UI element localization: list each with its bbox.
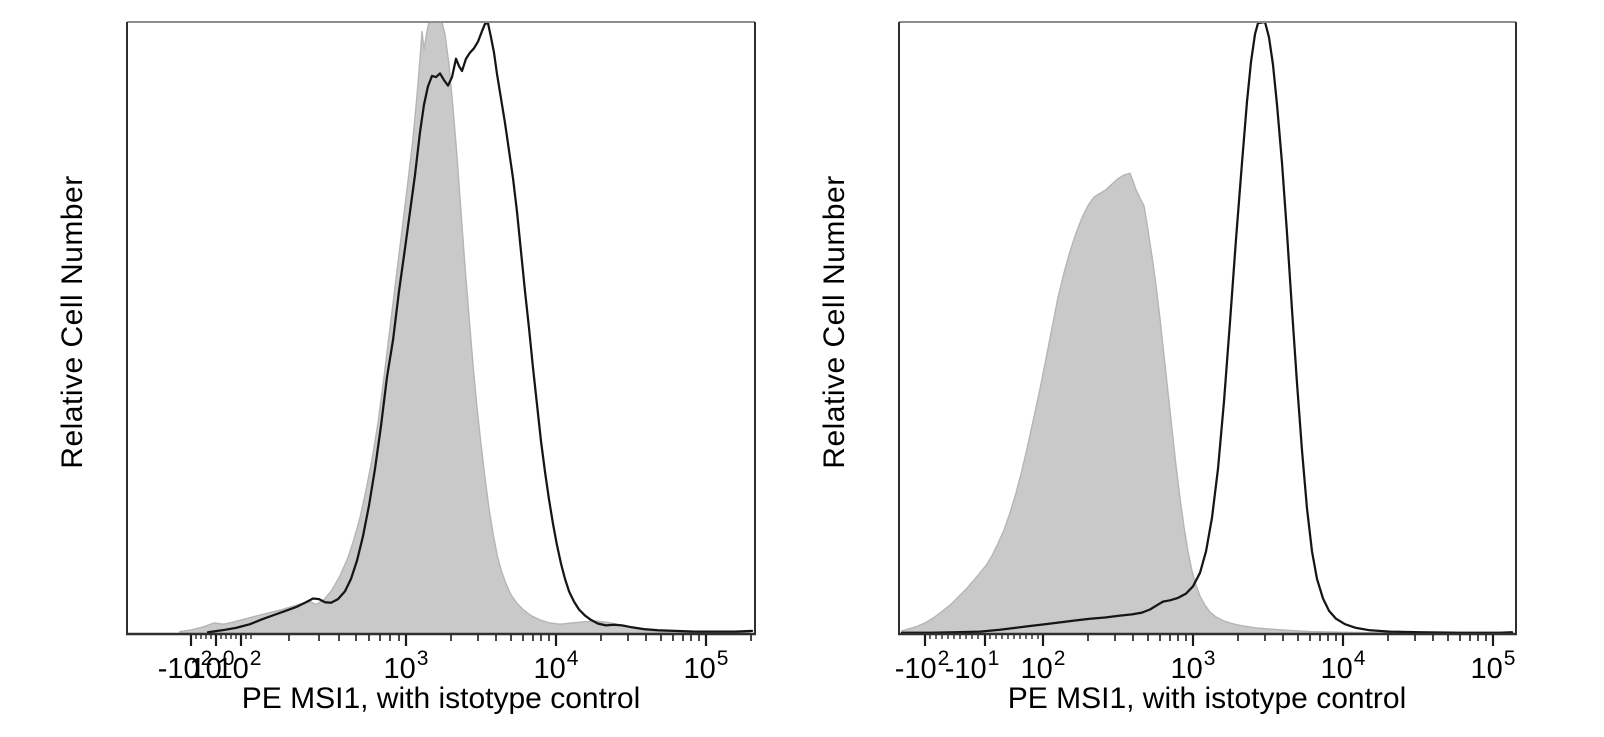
tick-label-base: 10 — [1020, 653, 1053, 685]
x-tick-label-left: 102 — [217, 648, 262, 684]
x-tick-label-right: 103 — [1171, 648, 1216, 684]
y-axis-label-right: Relative Cell Number — [818, 175, 851, 469]
x-tick-label-left: 105 — [684, 648, 729, 684]
tick-label-base: 10 — [189, 653, 222, 685]
x-axis-title-left: PE MSI1, with istotype control — [241, 682, 641, 715]
tick-label-base: 10 — [533, 653, 566, 685]
x-tick-label-right: -101 — [945, 648, 1000, 684]
tick-label-exponent: 5 — [716, 647, 729, 670]
tick-label-exponent: 1 — [987, 647, 1000, 670]
tick-label-exponent: 2 — [249, 647, 262, 670]
tick-label-exponent: 3 — [1203, 647, 1216, 670]
x-axis-title-right: PE MSI1, with istotype control — [1007, 682, 1407, 715]
x-tick-label-left: 103 — [384, 648, 429, 684]
tick-label-base: 10 — [216, 653, 249, 685]
x-tick-label-left: 104 — [534, 648, 579, 684]
tick-label-exponent: 4 — [1353, 647, 1366, 670]
x-tick-label-right: 104 — [1321, 648, 1366, 684]
tick-label-exponent: 5 — [1503, 647, 1516, 670]
tick-label-base: -10 — [944, 653, 987, 685]
open-histogram-right — [900, 20, 1514, 634]
filled-histogram-right — [901, 172, 1513, 635]
tick-label-base: -10 — [157, 653, 200, 685]
tick-label-base: -10 — [894, 653, 937, 685]
tick-label-base: 10 — [1170, 653, 1203, 685]
tick-label-base: 10 — [1470, 653, 1503, 685]
open-histogram-left — [206, 22, 754, 634]
tick-label-exponent: 2 — [200, 647, 213, 670]
tick-label-base: 10 — [383, 653, 416, 685]
tick-label-base: 10 — [683, 653, 716, 685]
tick-label-exponent: 4 — [566, 647, 579, 670]
x-tick-label-right: 102 — [1021, 648, 1066, 684]
y-axis-label-left: Relative Cell Number — [56, 175, 89, 469]
filled-histogram-left — [179, 21, 751, 635]
tick-label-exponent: 3 — [416, 647, 429, 670]
x-tick-label-left: 100 — [190, 648, 235, 684]
tick-label-exponent: 0 — [222, 647, 235, 670]
x-tick-label-right: 105 — [1471, 648, 1516, 684]
tick-label-exponent: 2 — [937, 647, 950, 670]
tick-label-base: 10 — [1320, 653, 1353, 685]
tick-label-exponent: 2 — [1053, 647, 1066, 670]
x-tick-label-right: -102 — [895, 648, 950, 684]
x-tick-label-left: -102 — [158, 648, 213, 684]
